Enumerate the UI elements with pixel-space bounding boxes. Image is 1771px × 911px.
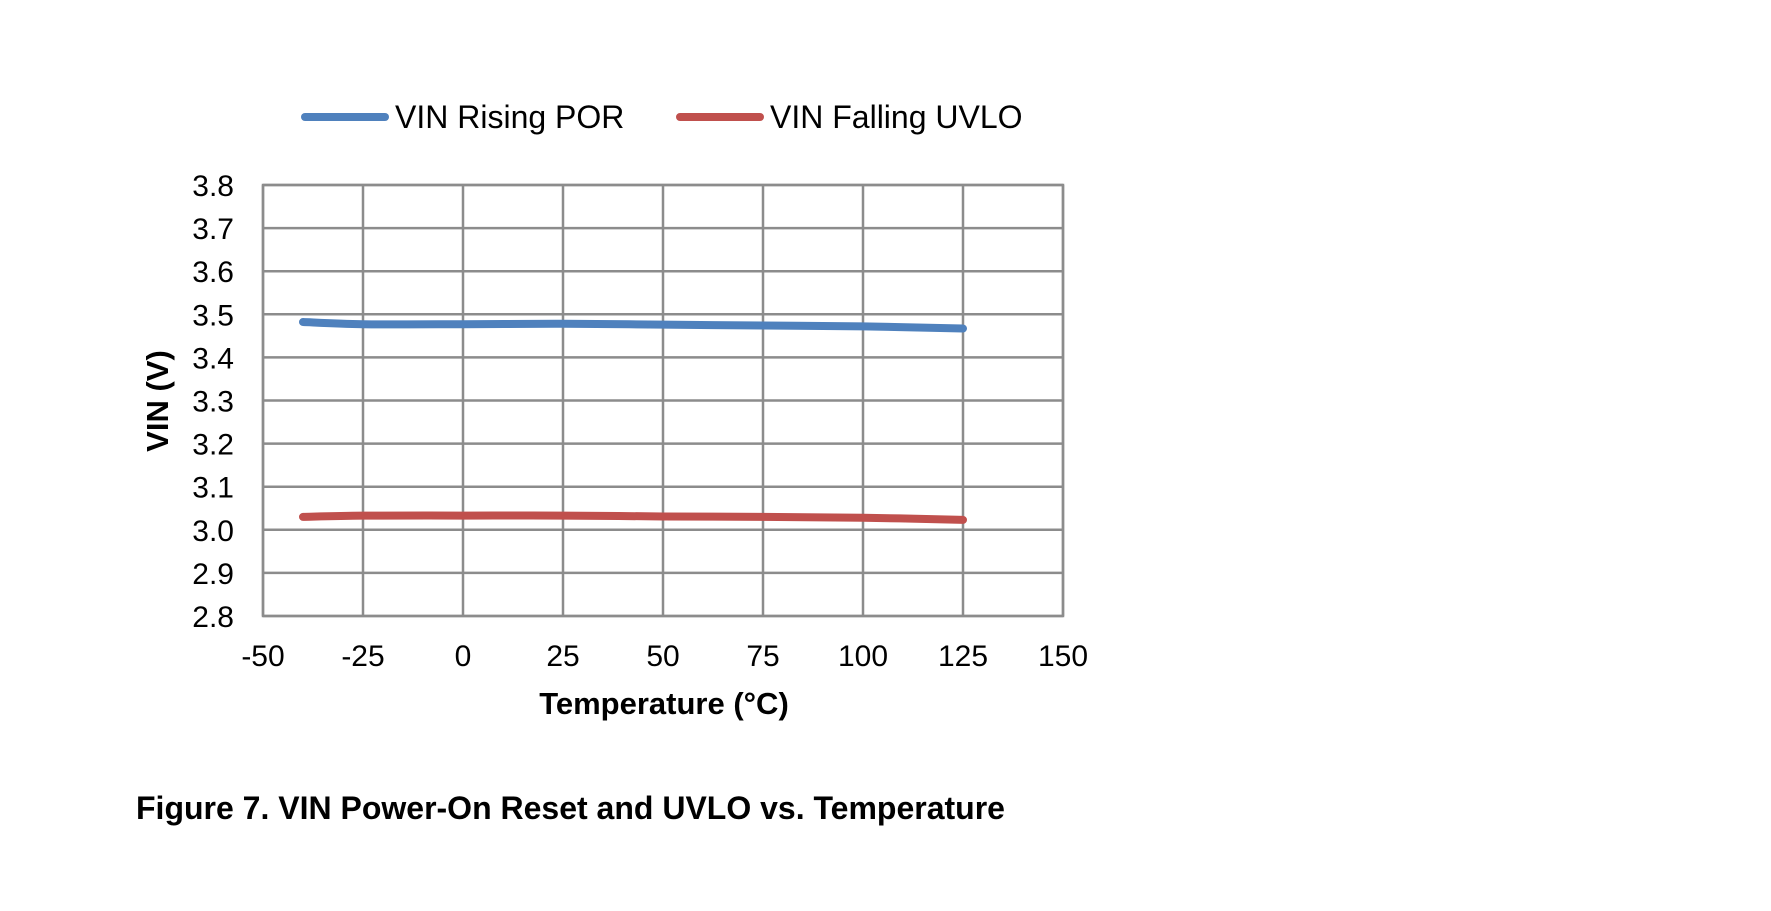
y-tick-label: 2.8 — [192, 601, 234, 634]
legend-item: VIN Falling UVLO — [676, 99, 1023, 135]
y-axis-title: VIN (V) — [140, 350, 175, 452]
x-tick-label: 125 — [938, 640, 988, 673]
legend-item: VIN Rising POR — [301, 99, 624, 135]
y-tick-label: 3.7 — [192, 213, 234, 246]
y-tick-label: 3.4 — [192, 342, 234, 375]
y-tick-label: 3.8 — [192, 170, 234, 203]
x-tick-label: -25 — [341, 640, 384, 673]
x-tick-label: 100 — [838, 640, 888, 673]
y-tick-label: 3.1 — [192, 472, 234, 505]
plot-area-border — [261, 183, 1065, 618]
x-axis-ticks: -50 -25 0 25 50 75 100 125 150 — [241, 640, 1088, 673]
y-tick-label: 3.5 — [192, 299, 234, 332]
y-tick-label: 3.6 — [192, 256, 234, 289]
series-line-vin-rising-por — [299, 318, 967, 333]
figure-caption: Figure 7. VIN Power-On Reset and UVLO vs… — [136, 790, 1005, 826]
legend-label: VIN Rising POR — [395, 99, 624, 135]
legend-label: VIN Falling UVLO — [770, 99, 1023, 135]
y-axis-ticks: 2.8 2.9 3.0 3.1 3.2 3.3 3.4 3.5 3.6 3.7 3.8 — [192, 170, 234, 634]
chart-grid — [261, 183, 1065, 618]
y-tick-label: 3.2 — [192, 429, 234, 462]
y-tick-label: 3.3 — [192, 386, 234, 419]
x-axis-title: Temperature (°C) — [539, 686, 789, 721]
chart-series — [299, 318, 967, 524]
x-tick-label: 50 — [646, 640, 679, 673]
y-tick-label: 3.0 — [192, 515, 234, 548]
series-line-vin-falling-uvlo — [299, 511, 967, 524]
y-tick-label: 2.9 — [192, 558, 234, 591]
x-tick-label: 75 — [746, 640, 779, 673]
x-tick-label: 0 — [455, 640, 472, 673]
x-tick-label: -50 — [241, 640, 284, 673]
x-tick-label: 25 — [546, 640, 579, 673]
chart-legend: VIN Rising POR VIN Falling UVLO — [301, 99, 1023, 135]
x-tick-label: 150 — [1038, 640, 1088, 673]
